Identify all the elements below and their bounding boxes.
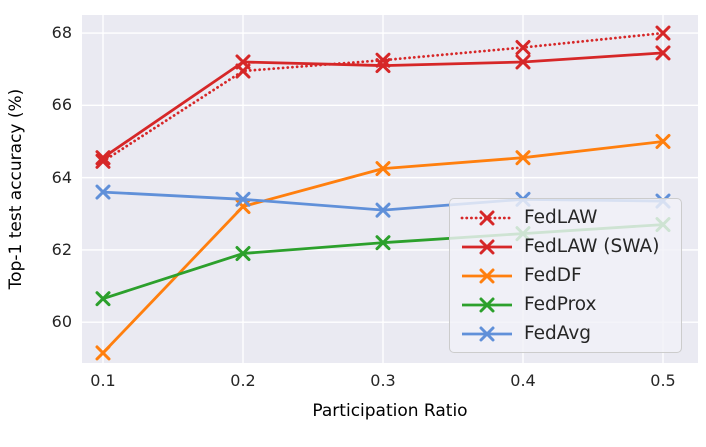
y-axis-title: Top-1 test accuracy (%) [6,88,26,290]
x-tick-label: 0.5 [650,371,676,390]
legend: FedLAW FedLAW (SWA) FedDF FedProx FedAvg [449,198,682,353]
data-point-marker [655,133,671,149]
legend-line-sample [462,326,512,341]
x-tick-label: 0.4 [510,371,536,390]
y-tick-label: 66 [51,95,72,115]
data-point-marker [95,153,111,169]
legend-item-feddf: FedDF [460,261,671,290]
legend-label: FedLAW [524,207,598,228]
data-point-marker [235,54,251,70]
data-point-marker [375,235,391,251]
data-point-marker [235,246,251,262]
data-point-marker [375,58,391,74]
x-tick-label: 0.3 [370,371,396,390]
x-tick-label: 0.2 [230,371,256,390]
legend-label: FedProx [524,294,597,315]
legend-label: FedAvg [524,323,592,344]
data-point-marker [515,150,531,166]
x-marker-icon [479,326,495,341]
legend-line-sample [462,297,512,312]
data-point-marker [95,184,111,200]
x-marker-icon [479,239,495,254]
series-line-fedlaw [101,31,665,163]
data-point-marker [515,40,531,56]
data-point-marker [375,161,391,177]
legend-line-sample [462,268,512,283]
y-tick-label: 60 [51,312,72,332]
x-tick-label: 0.1 [90,371,116,390]
data-point-marker [95,291,111,307]
legend-label: FedLAW (SWA) [524,236,660,257]
x-marker-icon [479,268,495,283]
legend-line-sample [462,239,512,254]
y-tick-label: 64 [51,167,72,187]
data-point-marker [515,54,531,70]
legend-item-fedavg: FedAvg [460,319,671,348]
y-tick-label: 68 [51,23,72,43]
legend-item-fedlaw: FedLAW [460,203,671,232]
data-point-marker [95,150,111,166]
x-marker-icon [479,210,495,225]
data-point-marker [375,202,391,218]
data-point-marker [235,191,251,207]
legend-label: FedDF [524,265,582,286]
legend-item-fedprox: FedProx [460,290,671,319]
x-axis-title: Participation Ratio [312,401,468,421]
data-point-marker [655,25,671,41]
legend-item-fedlaw-swa-: FedLAW (SWA) [460,232,671,261]
data-point-marker [655,45,671,61]
data-point-marker [95,345,111,361]
y-tick-label: 62 [51,239,72,259]
x-marker-icon [479,297,495,312]
legend-line-sample [460,210,514,225]
